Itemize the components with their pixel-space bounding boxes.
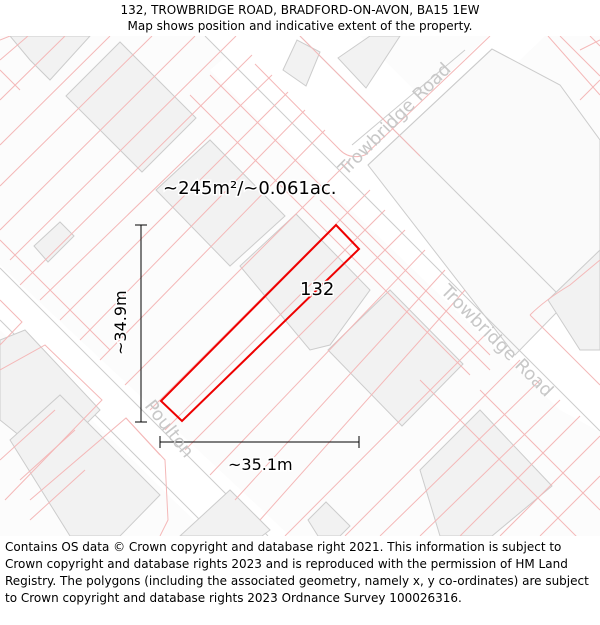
parcel-boundaries [0, 36, 600, 536]
map-subtitle: Map shows position and indicative extent… [127, 19, 473, 33]
property-map[interactable]: Trowbridge Road Trowbridge Road Poulton … [0, 36, 600, 536]
subject-plot-outline[interactable] [159, 223, 361, 423]
map-header: 132, TROWBRIDGE ROAD, BRADFORD-ON-AVON, … [0, 0, 600, 36]
dimension-horizontal-label: ~35.1m [228, 455, 293, 474]
map-attribution: Contains OS data © Crown copyright and d… [5, 540, 589, 605]
property-address: 132, TROWBRIDGE ROAD, BRADFORD-ON-AVON, … [120, 3, 480, 17]
dimension-lines [135, 224, 360, 448]
dimension-vertical-label: ~34.9m [111, 290, 130, 355]
map-canvas: Trowbridge Road Trowbridge Road Poulton … [0, 36, 600, 536]
area-label: ~245m²/~0.061ac. [163, 178, 337, 199]
road-poulton [0, 265, 290, 536]
plot-number-label: 132 [300, 279, 334, 300]
